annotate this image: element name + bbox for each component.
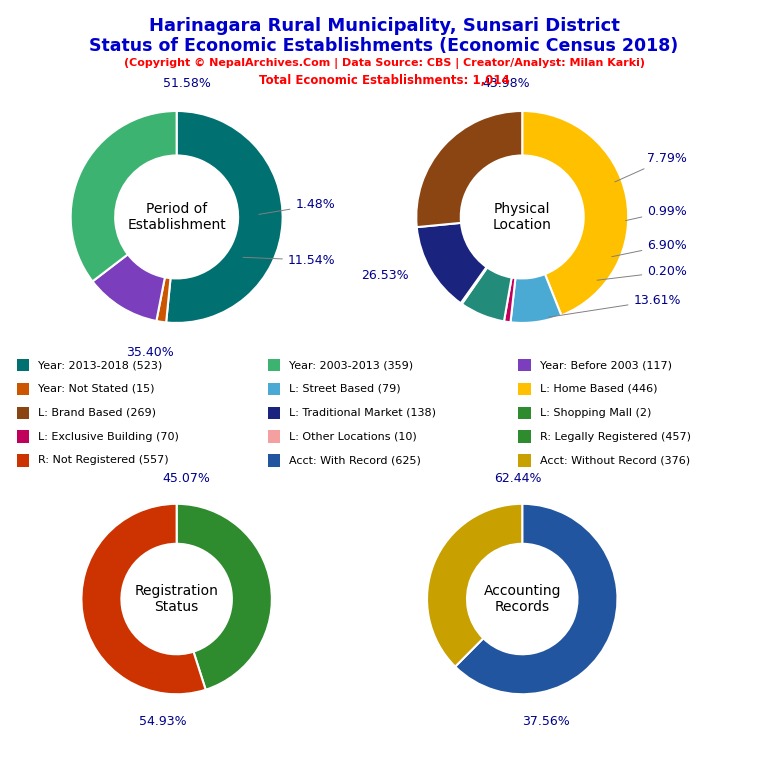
Text: Year: Not Stated (15): Year: Not Stated (15) [38,384,154,394]
Wedge shape [504,277,515,323]
Bar [518,359,531,372]
Wedge shape [511,274,561,323]
Text: 35.40%: 35.40% [126,346,174,359]
Text: L: Street Based (79): L: Street Based (79) [289,384,400,394]
Text: 62.44%: 62.44% [494,472,541,485]
Bar [17,359,29,372]
Wedge shape [71,111,177,281]
Text: Year: Before 2003 (117): Year: Before 2003 (117) [540,360,671,370]
Bar [17,430,29,443]
Wedge shape [455,504,617,694]
Text: L: Traditional Market (138): L: Traditional Market (138) [289,408,435,418]
Text: R: Not Registered (557): R: Not Registered (557) [38,455,168,465]
Text: 45.07%: 45.07% [162,472,210,485]
Text: 7.79%: 7.79% [615,152,687,182]
Wedge shape [461,267,487,304]
Wedge shape [427,504,522,667]
Text: Accounting
Records: Accounting Records [484,584,561,614]
Bar [17,382,29,396]
Text: 37.56%: 37.56% [522,715,570,728]
Text: L: Brand Based (269): L: Brand Based (269) [38,408,156,418]
Text: 0.99%: 0.99% [626,205,687,220]
Text: 11.54%: 11.54% [243,253,336,266]
Bar [267,406,280,419]
Wedge shape [417,223,487,303]
Wedge shape [92,254,165,321]
Text: Registration
Status: Registration Status [134,584,219,614]
Bar [267,454,280,467]
Text: 26.53%: 26.53% [361,269,409,282]
Text: R: Legally Registered (457): R: Legally Registered (457) [540,432,690,442]
Wedge shape [81,504,206,694]
Bar [518,406,531,419]
Text: Harinagara Rural Municipality, Sunsari District: Harinagara Rural Municipality, Sunsari D… [148,17,620,35]
Wedge shape [177,504,272,690]
Text: 54.93%: 54.93% [138,715,186,728]
Text: Acct: Without Record (376): Acct: Without Record (376) [540,455,690,465]
Bar [518,454,531,467]
Bar [267,430,280,443]
Text: Period of
Establishment: Period of Establishment [127,202,226,232]
Bar [267,359,280,372]
Text: 51.58%: 51.58% [164,77,211,90]
Wedge shape [522,111,628,316]
Text: 1.48%: 1.48% [259,198,335,214]
Text: (Copyright © NepalArchives.Com | Data Source: CBS | Creator/Analyst: Milan Karki: (Copyright © NepalArchives.Com | Data So… [124,58,644,69]
Text: Year: 2013-2018 (523): Year: 2013-2018 (523) [38,360,162,370]
Bar [518,382,531,396]
Text: Status of Economic Establishments (Economic Census 2018): Status of Economic Establishments (Econo… [89,37,679,55]
Text: 6.90%: 6.90% [612,239,687,257]
Text: 43.98%: 43.98% [482,77,530,90]
Text: Year: 2003-2013 (359): Year: 2003-2013 (359) [289,360,412,370]
Text: L: Shopping Mall (2): L: Shopping Mall (2) [540,408,651,418]
Text: 13.61%: 13.61% [548,294,681,317]
Bar [267,382,280,396]
Text: Total Economic Establishments: 1,014: Total Economic Establishments: 1,014 [259,74,509,87]
Wedge shape [166,111,283,323]
Text: Acct: With Record (625): Acct: With Record (625) [289,455,421,465]
Text: Physical
Location: Physical Location [493,202,551,232]
Wedge shape [157,277,170,323]
Wedge shape [462,267,511,321]
Wedge shape [416,111,522,227]
Text: L: Home Based (446): L: Home Based (446) [540,384,657,394]
Bar [518,430,531,443]
Text: L: Exclusive Building (70): L: Exclusive Building (70) [38,432,179,442]
Text: L: Other Locations (10): L: Other Locations (10) [289,432,416,442]
Bar [17,454,29,467]
Bar [17,406,29,419]
Text: 0.20%: 0.20% [597,265,687,280]
